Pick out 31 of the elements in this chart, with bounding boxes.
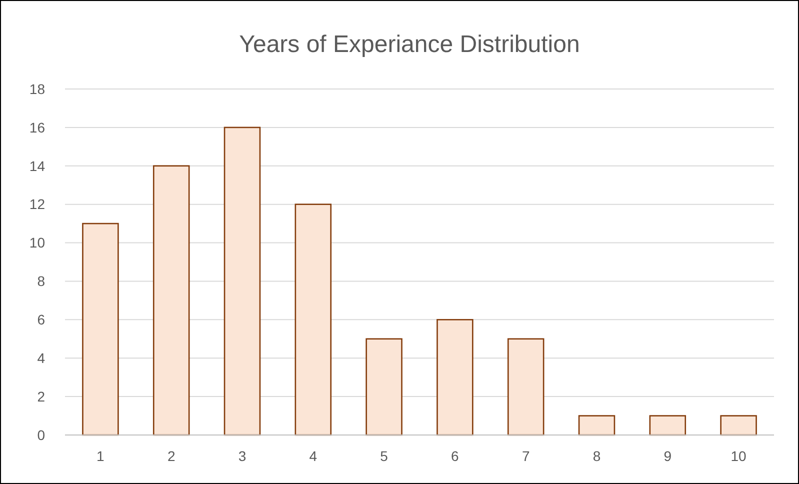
y-tick-label: 18 xyxy=(29,80,46,97)
x-tick-label: 3 xyxy=(238,448,246,464)
bar xyxy=(82,222,119,436)
bar xyxy=(649,415,686,436)
y-tick-label: 8 xyxy=(37,273,46,290)
chart-title: Years of Experiance Distribution xyxy=(239,31,580,58)
bar xyxy=(294,204,332,436)
y-tick-label: 16 xyxy=(29,119,46,136)
x-tick-label: 7 xyxy=(522,448,530,464)
bar xyxy=(152,165,190,436)
x-tick-label: 4 xyxy=(309,448,318,464)
x-tick-label: 9 xyxy=(664,448,672,464)
bar xyxy=(507,338,544,436)
y-tick-label: 14 xyxy=(29,158,46,174)
y-tick-label: 12 xyxy=(29,196,46,212)
bar xyxy=(224,126,261,436)
y-tick-label: 4 xyxy=(37,350,46,366)
bar xyxy=(366,338,402,436)
x-tick-label: 6 xyxy=(451,448,460,464)
x-tick-label: 5 xyxy=(380,448,388,464)
y-tick-label: 2 xyxy=(37,388,46,404)
bar xyxy=(436,319,474,436)
bar xyxy=(720,415,757,436)
y-tick-label: 0 xyxy=(37,426,46,443)
bar xyxy=(578,415,616,436)
x-tick-label: 2 xyxy=(167,448,176,464)
x-tick-label: 10 xyxy=(730,448,747,464)
y-tick-label: 10 xyxy=(29,234,46,251)
x-tick-label: 1 xyxy=(96,448,105,464)
y-tick-label: 6 xyxy=(37,312,46,328)
x-tick-label: 8 xyxy=(592,448,601,464)
